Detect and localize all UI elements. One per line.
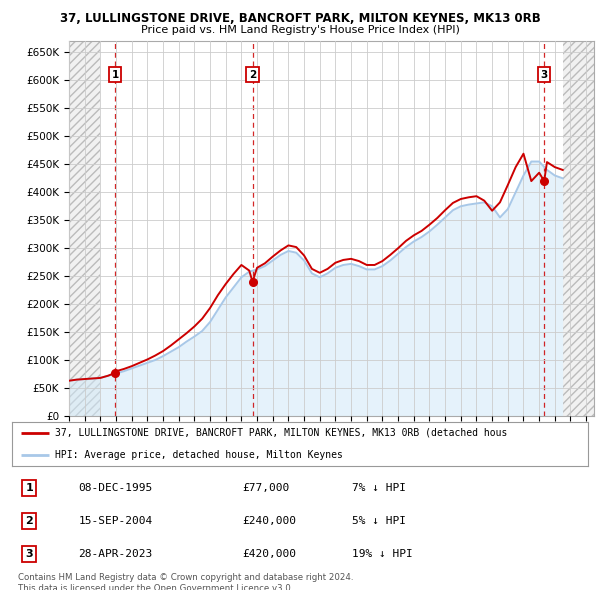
Bar xyxy=(69,41,100,416)
Text: 7% ↓ HPI: 7% ↓ HPI xyxy=(352,483,406,493)
Bar xyxy=(563,41,594,416)
Text: 37, LULLINGSTONE DRIVE, BANCROFT PARK, MILTON KEYNES, MK13 0RB: 37, LULLINGSTONE DRIVE, BANCROFT PARK, M… xyxy=(59,12,541,25)
Text: 3: 3 xyxy=(25,549,33,559)
Text: Price paid vs. HM Land Registry's House Price Index (HPI): Price paid vs. HM Land Registry's House … xyxy=(140,25,460,35)
Text: 2: 2 xyxy=(249,70,256,80)
Bar xyxy=(563,41,594,416)
Text: 37, LULLINGSTONE DRIVE, BANCROFT PARK, MILTON KEYNES, MK13 0RB (detached hous: 37, LULLINGSTONE DRIVE, BANCROFT PARK, M… xyxy=(55,428,508,438)
Text: 19% ↓ HPI: 19% ↓ HPI xyxy=(352,549,413,559)
Bar xyxy=(69,41,100,416)
Text: Contains HM Land Registry data © Crown copyright and database right 2024.
This d: Contains HM Land Registry data © Crown c… xyxy=(18,573,353,590)
Text: 5% ↓ HPI: 5% ↓ HPI xyxy=(352,516,406,526)
Text: £240,000: £240,000 xyxy=(242,516,296,526)
Text: 15-SEP-2004: 15-SEP-2004 xyxy=(78,516,152,526)
Text: 3: 3 xyxy=(541,70,548,80)
Text: 1: 1 xyxy=(112,70,119,80)
Text: £420,000: £420,000 xyxy=(242,549,296,559)
Text: HPI: Average price, detached house, Milton Keynes: HPI: Average price, detached house, Milt… xyxy=(55,450,343,460)
Text: £77,000: £77,000 xyxy=(242,483,290,493)
Text: 08-DEC-1995: 08-DEC-1995 xyxy=(78,483,152,493)
Text: 2: 2 xyxy=(25,516,33,526)
Text: 1: 1 xyxy=(25,483,33,493)
Text: 28-APR-2023: 28-APR-2023 xyxy=(78,549,152,559)
